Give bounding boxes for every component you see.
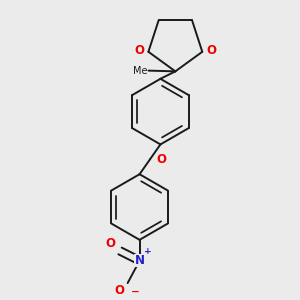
Text: O: O	[115, 284, 125, 297]
Text: +: +	[144, 247, 152, 256]
Text: O: O	[106, 236, 116, 250]
Text: O: O	[156, 153, 166, 166]
Text: O: O	[135, 44, 145, 57]
Text: Me: Me	[133, 66, 147, 76]
Text: O: O	[206, 44, 216, 57]
Text: N: N	[135, 254, 145, 267]
Text: −: −	[130, 287, 140, 297]
